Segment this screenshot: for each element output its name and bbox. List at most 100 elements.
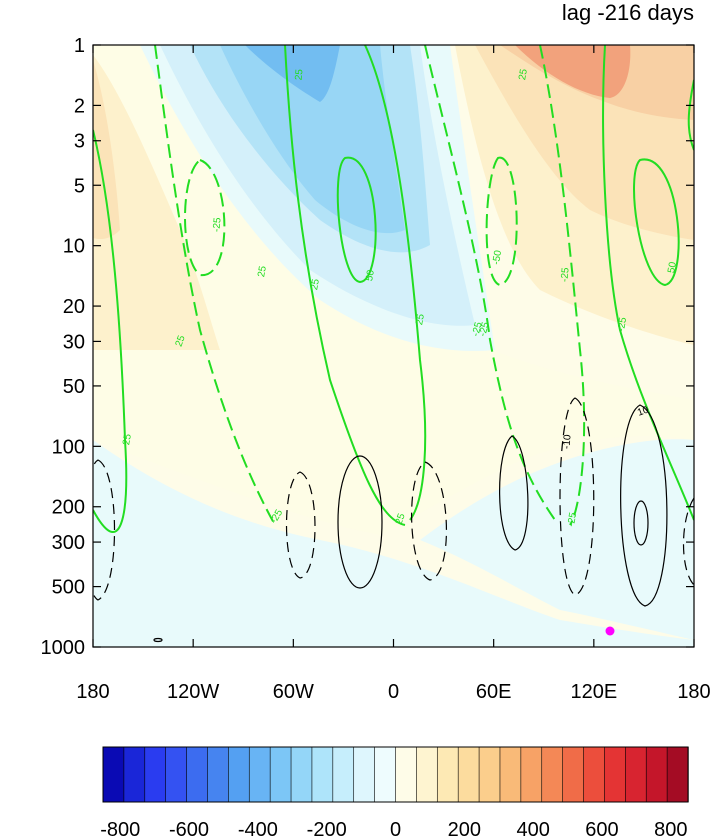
black-contour-neg-5 bbox=[682, 497, 694, 586]
x-tick-label: 180 bbox=[76, 681, 109, 703]
colorbar-tick-label: -800 bbox=[100, 819, 140, 838]
colorbar-tick-label: -200 bbox=[307, 819, 347, 838]
colorbar-swatch bbox=[290, 746, 313, 803]
green-contour-pos-5 bbox=[602, 45, 694, 521]
contour-label: 25 bbox=[174, 334, 188, 349]
y-tick-label: 5 bbox=[74, 175, 85, 197]
colorbar-swatch bbox=[311, 746, 334, 803]
colorbar-swatch bbox=[144, 746, 167, 803]
green-contour-neg-1 bbox=[154, 45, 276, 526]
colorbar-tick-labels: -800 -600 -400 -200 0 200 400 600 800 bbox=[100, 819, 687, 838]
contour-label: 25 bbox=[256, 265, 269, 278]
colorbar-tick-label: 400 bbox=[516, 819, 549, 838]
black-contour-small bbox=[153, 637, 163, 643]
colorbar-tick-label: -600 bbox=[169, 819, 209, 838]
x-tick-label: 120W bbox=[167, 681, 219, 703]
colorbar-swatch bbox=[102, 746, 125, 803]
colorbar-swatch bbox=[520, 746, 543, 803]
contour-label: -10 bbox=[561, 434, 573, 450]
colorbar-swatch bbox=[207, 746, 230, 803]
y-tick-label: 200 bbox=[52, 497, 85, 519]
shade-light-yellow-upper bbox=[93, 45, 694, 535]
colorbar-swatch bbox=[186, 746, 209, 803]
x-tick-label: 60W bbox=[273, 681, 314, 703]
colorbar-swatch bbox=[332, 746, 355, 803]
y-tick-label: 1 bbox=[74, 35, 85, 57]
contour-label: 25 bbox=[517, 68, 530, 81]
location-marker bbox=[605, 626, 615, 636]
colorbar-swatch bbox=[583, 746, 606, 803]
colorbar-swatch bbox=[666, 746, 689, 803]
contour-label: 25 bbox=[394, 512, 408, 527]
x-axis: 180 120W 60W 0 60E 120E 180 bbox=[76, 45, 711, 703]
green-contour-pos-3 bbox=[364, 45, 427, 521]
contour-label: 10 bbox=[636, 404, 651, 418]
colorbar-tick-label: 600 bbox=[585, 819, 618, 838]
contour-label: -50 bbox=[491, 249, 504, 266]
colorbar-swatch bbox=[353, 746, 376, 803]
x-tick-label: 180 bbox=[677, 681, 710, 703]
colorbar-swatch bbox=[395, 746, 418, 803]
shade-cyan-right-lower bbox=[420, 439, 694, 640]
contour-label: 25 bbox=[294, 68, 306, 80]
colorbar-swatch bbox=[645, 746, 668, 803]
green-contour-pos-2 bbox=[284, 45, 406, 526]
colorbar-swatch bbox=[478, 746, 501, 803]
x-tick-label: 0 bbox=[388, 681, 399, 703]
colorbar-swatch bbox=[269, 746, 292, 803]
green-contour-pos-4 bbox=[336, 156, 377, 284]
y-tick-label: 50 bbox=[63, 376, 85, 398]
shade-orange-right-4 bbox=[515, 45, 631, 98]
contour-label: 50 bbox=[364, 269, 377, 282]
y-tick-label: 30 bbox=[63, 331, 85, 353]
black-contour-neg-2 bbox=[285, 471, 316, 579]
colorbar-tick-label: 200 bbox=[448, 819, 481, 838]
y-tick-label: 20 bbox=[63, 296, 85, 318]
black-contour-neg-4 bbox=[559, 397, 595, 596]
contour-label: -25 bbox=[559, 267, 571, 283]
contour-label: -25 bbox=[477, 321, 491, 338]
black-contour-pos-2 bbox=[499, 435, 529, 551]
green-contours bbox=[93, 45, 694, 533]
black-contour-labels: -10 10 bbox=[561, 404, 650, 449]
colorbar-swatch bbox=[562, 746, 585, 803]
colorbar-swatch bbox=[416, 746, 438, 803]
black-contour-pos-3 bbox=[620, 404, 668, 607]
contour-label: -25 bbox=[211, 217, 223, 233]
contour-label: 25 bbox=[121, 433, 134, 446]
x-tick-label: 60E bbox=[476, 681, 512, 703]
y-tick-label: 2 bbox=[74, 95, 85, 117]
y-tick-label: 1000 bbox=[41, 637, 86, 659]
colorbar-tick-label: 0 bbox=[390, 819, 401, 838]
colorbar-swatch bbox=[604, 746, 627, 803]
colorbar-tick-label: -400 bbox=[238, 819, 278, 838]
contour-label: -25 bbox=[616, 316, 629, 333]
contour-label: -25 bbox=[470, 321, 484, 338]
shade-blue-deep bbox=[245, 45, 340, 102]
green-contour-neg-4 bbox=[485, 156, 518, 287]
colorbar-frame bbox=[102, 746, 689, 803]
green-contour-neg-5 bbox=[539, 45, 586, 526]
contour-label: 50 bbox=[666, 261, 679, 274]
colorbar-swatch bbox=[625, 746, 647, 803]
colorbar-swatch bbox=[436, 746, 459, 803]
colorbar-swatch bbox=[228, 746, 250, 803]
black-contour-neg-3 bbox=[411, 461, 448, 581]
x-tick-label: 120E bbox=[570, 681, 617, 703]
black-contours bbox=[93, 397, 694, 643]
shade-orange-left-inner bbox=[93, 60, 120, 240]
black-contour-pos-1 bbox=[337, 455, 383, 589]
y-tick-label: 300 bbox=[52, 532, 85, 554]
black-contour-neg-1 bbox=[93, 459, 116, 601]
black-contour-pos-4 bbox=[633, 500, 649, 546]
contour-label: -25 bbox=[566, 511, 579, 528]
green-contour-pos-6 bbox=[633, 158, 680, 287]
colorbar-swatch bbox=[457, 746, 480, 803]
y-tick-label: 10 bbox=[63, 236, 85, 258]
y-tick-label: 100 bbox=[52, 436, 85, 458]
shade-lower-light-blue bbox=[93, 440, 694, 647]
contour-label: 25 bbox=[414, 313, 427, 326]
y-tick-label: 3 bbox=[74, 131, 85, 153]
green-contour-pos-7 bbox=[687, 79, 694, 151]
